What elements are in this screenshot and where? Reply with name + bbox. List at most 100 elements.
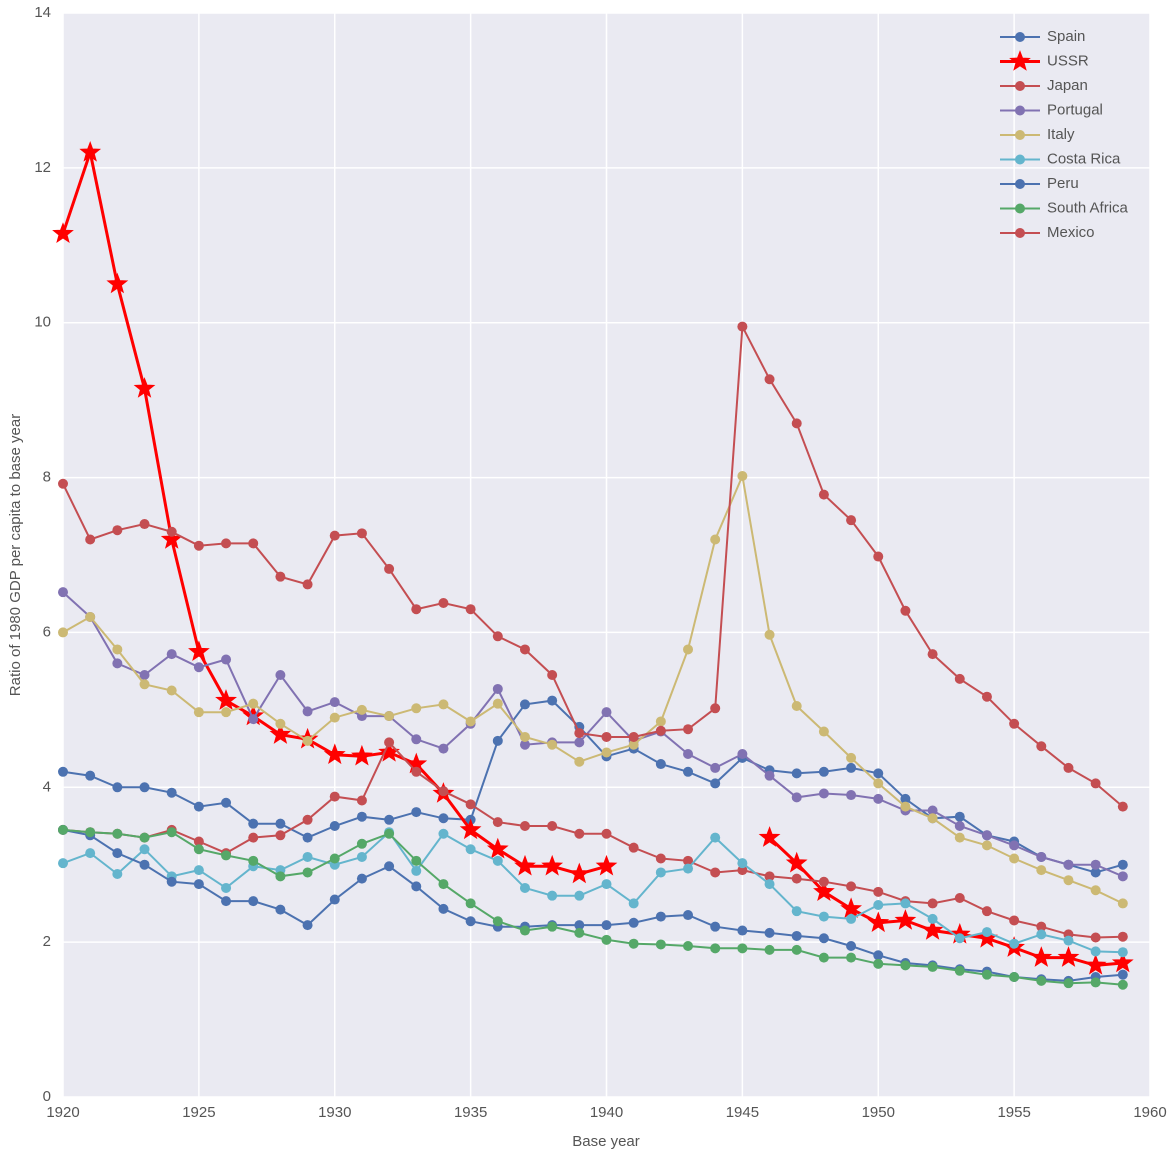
marker [1117, 898, 1128, 909]
marker [813, 880, 835, 902]
marker [574, 828, 585, 839]
marker [384, 563, 395, 574]
marker [514, 854, 536, 876]
marker [628, 731, 639, 742]
marker [1090, 859, 1101, 870]
marker [894, 909, 917, 930]
marker [547, 921, 558, 932]
marker [758, 826, 781, 847]
y-tick-label: 6 [43, 623, 51, 640]
marker [710, 867, 721, 878]
legend-label: Portugal [1047, 101, 1103, 118]
marker [683, 941, 694, 952]
marker [981, 840, 992, 851]
marker [954, 965, 965, 976]
marker [221, 882, 232, 893]
marker [85, 848, 96, 859]
marker [85, 770, 96, 781]
marker [1063, 762, 1074, 773]
marker [547, 739, 558, 750]
x-tick-label: 1950 [862, 1104, 895, 1121]
marker [873, 950, 884, 961]
marker [846, 790, 857, 801]
marker [927, 961, 938, 972]
marker [601, 731, 612, 742]
marker [329, 697, 340, 708]
marker [1036, 975, 1047, 986]
marker [188, 640, 210, 662]
marker [384, 828, 395, 839]
marker [221, 654, 232, 665]
marker [1063, 875, 1074, 886]
marker [764, 770, 775, 781]
legend-label: Spain [1047, 28, 1085, 45]
marker [221, 538, 232, 549]
marker [85, 827, 96, 838]
marker [1009, 938, 1020, 949]
marker [1090, 946, 1101, 957]
marker [846, 941, 857, 952]
marker [900, 605, 911, 616]
marker [954, 893, 965, 904]
marker [710, 703, 721, 714]
marker [112, 644, 123, 655]
marker [981, 830, 992, 841]
marker [655, 911, 666, 922]
marker [193, 801, 204, 812]
marker [112, 782, 123, 793]
marker [601, 879, 612, 890]
marker [921, 919, 944, 940]
marker [764, 879, 775, 890]
marker [791, 768, 802, 779]
marker [166, 685, 177, 696]
marker [193, 662, 204, 673]
marker [818, 933, 829, 944]
marker [58, 627, 68, 638]
marker [329, 853, 340, 864]
marker [58, 478, 68, 489]
x-tick-label: 1935 [454, 1104, 487, 1121]
marker [193, 865, 204, 876]
marker [791, 792, 802, 803]
y-tick-label: 4 [43, 778, 51, 795]
marker [683, 724, 694, 735]
marker [139, 679, 150, 690]
marker [1009, 853, 1020, 864]
marker [519, 739, 530, 750]
marker [52, 222, 74, 243]
marker [248, 818, 259, 829]
marker [465, 716, 476, 727]
marker [248, 538, 259, 549]
marker [438, 598, 449, 609]
marker [737, 943, 748, 954]
marker [248, 714, 259, 725]
marker [193, 540, 204, 551]
marker [574, 756, 585, 767]
marker [900, 801, 911, 812]
marker [818, 952, 829, 963]
marker [323, 743, 346, 765]
marker [139, 832, 150, 843]
marker [873, 768, 884, 779]
marker [329, 530, 340, 541]
marker [302, 920, 313, 931]
marker [683, 855, 694, 866]
marker [1036, 865, 1047, 876]
marker [791, 418, 802, 429]
marker [411, 807, 422, 818]
marker [302, 735, 313, 746]
marker [981, 927, 992, 938]
marker [384, 711, 395, 722]
marker [710, 832, 721, 843]
marker [1036, 921, 1047, 932]
marker [302, 832, 313, 843]
marker [275, 571, 286, 582]
marker [112, 848, 123, 859]
marker [683, 863, 694, 874]
marker [112, 869, 123, 880]
marker [519, 925, 530, 936]
marker [547, 695, 558, 706]
marker [519, 821, 530, 831]
marker [492, 698, 503, 709]
marker [601, 920, 612, 931]
